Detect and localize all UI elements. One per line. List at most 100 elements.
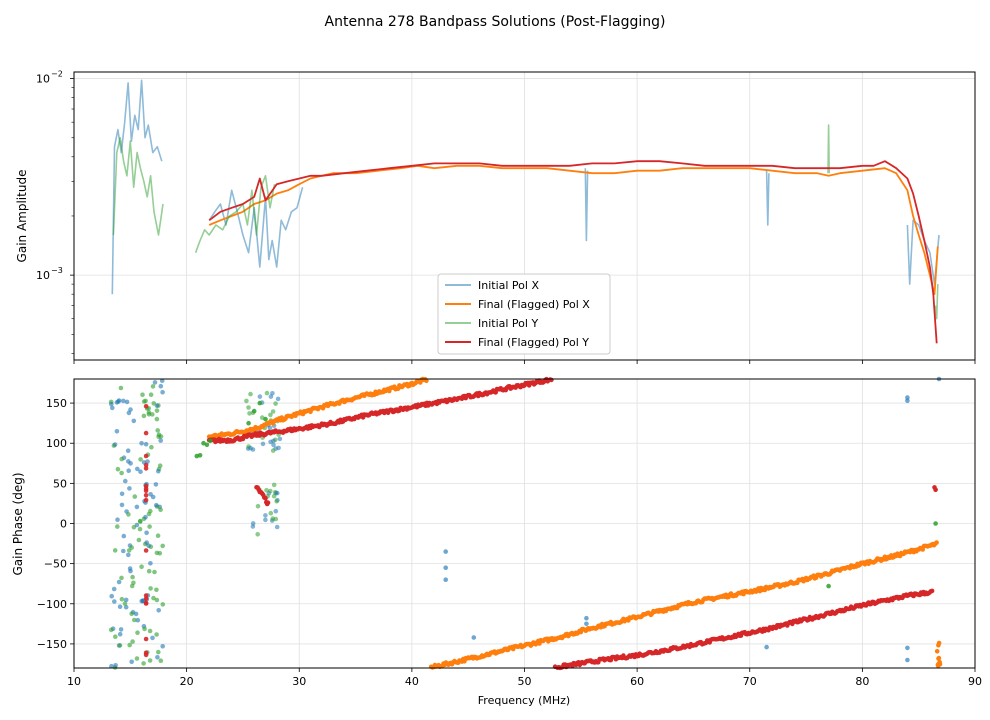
phase-initial-scatter-point	[130, 639, 135, 644]
phase-x-axis-label: Frequency (MHz)	[478, 694, 570, 707]
phase-initial-scatter-point	[123, 478, 128, 484]
phase-initial-scatter-point	[131, 524, 137, 530]
legend-label-final-pol-y: Final (Flagged) Pol Y	[478, 336, 589, 349]
phase-initial-scatter-point	[154, 502, 159, 508]
phase-initial-scatter-point	[144, 530, 149, 536]
amplitude-y-ticks: 10−310−2	[36, 70, 74, 354]
phase-final-x-point	[424, 378, 429, 384]
phase-initial-scatter-point	[117, 604, 123, 609]
phase-initial-scatter-point	[124, 399, 130, 405]
phase-initial-scatter-point	[154, 550, 160, 556]
phase-final-y-column-point	[143, 493, 149, 498]
phase-initial-scatter-point	[130, 574, 135, 580]
phase-initial-x-point	[905, 657, 910, 663]
phase-final-x-point	[935, 663, 941, 668]
phase-initial-scatter-point	[139, 598, 144, 604]
phase-initial-scatter-point	[129, 583, 135, 589]
phase-initial-scatter-point	[132, 617, 137, 623]
phase-initial-scatter-point	[246, 405, 251, 410]
phase-initial-scatter-point	[160, 644, 165, 649]
phase-initial-scatter-point	[270, 516, 276, 521]
phase-initial-scatter-point	[113, 663, 118, 668]
phase-initial-scatter-point	[123, 597, 129, 603]
phase-initial-scatter-point	[156, 468, 161, 474]
phase-initial-y-point	[208, 438, 213, 444]
phase-initial-scatter-point	[150, 384, 156, 389]
phase-initial-scatter-point	[126, 468, 131, 474]
phase-initial-scatter-point	[119, 456, 124, 462]
phase-initial-scatter-point	[111, 586, 117, 592]
phase-initial-scatter-point	[139, 564, 144, 569]
phase-initial-scatter-point	[138, 457, 143, 462]
phase-initial-scatter-point	[271, 482, 277, 488]
phase-initial-scatter-point	[263, 517, 268, 523]
phase-initial-scatter-point	[146, 410, 152, 415]
phase-initial-scatter-point	[158, 658, 164, 663]
phase-initial-scatter-point	[150, 412, 155, 417]
phase-initial-scatter-point	[155, 428, 160, 433]
phase-initial-scatter-point	[116, 579, 122, 585]
phase-x-tick-label: 60	[630, 675, 644, 688]
phase-initial-scatter-point	[109, 663, 114, 669]
phase-initial-scatter-point	[155, 533, 161, 538]
phase-x-tick-label: 90	[968, 675, 982, 688]
amplitude-series-line-1	[208, 164, 939, 296]
amplitude-series-line-2	[112, 124, 939, 320]
phase-initial-scatter-point	[124, 509, 129, 514]
phase-initial-y-point	[257, 400, 263, 406]
phase-initial-scatter-point	[118, 627, 124, 632]
phase-initial-scatter-point	[146, 568, 152, 574]
phase-final-x-point	[934, 540, 939, 545]
phase-y-tick-label: 100	[46, 437, 67, 450]
phase-initial-scatter-point	[248, 391, 253, 397]
phase-y-axis-label: Gain Phase (deg)	[11, 472, 25, 575]
phase-y-tick-label: 50	[53, 477, 67, 490]
phase-initial-scatter-point	[143, 514, 148, 520]
phase-initial-y-point	[826, 583, 831, 589]
phase-initial-x-point	[764, 644, 769, 650]
phase-initial-scatter-point	[158, 438, 163, 443]
legend-label-final-pol-x: Final (Flagged) Pol X	[478, 298, 590, 311]
phase-initial-scatter-point	[160, 389, 165, 395]
phase-final-y-point	[265, 500, 271, 506]
legend-label-initial-pol-y: Initial Pol Y	[478, 317, 538, 330]
phase-x-tick-label: 20	[180, 675, 194, 688]
phase-initial-scatter-point	[126, 552, 131, 558]
phase-initial-scatter-point	[134, 504, 140, 510]
phase-initial-scatter-point	[148, 392, 154, 398]
phase-initial-scatter-point	[263, 513, 268, 518]
phase-initial-scatter-point	[150, 494, 156, 500]
phase-initial-scatter-point	[247, 411, 252, 416]
phase-x-tick-label: 40	[405, 675, 419, 688]
phase-initial-scatter-point	[115, 524, 120, 529]
phase-final-y-column-point	[143, 548, 149, 553]
phase-initial-scatter-point	[110, 405, 115, 411]
phase-initial-scatter-point	[268, 510, 274, 516]
phase-initial-scatter-point	[244, 398, 249, 404]
amplitude-y-tick-label: 10	[36, 269, 50, 282]
phase-initial-scatter-point	[154, 403, 160, 409]
phase-initial-scatter-point	[150, 635, 155, 641]
phase-initial-scatter-point	[268, 488, 273, 494]
legend: Initial Pol X Final (Flagged) Pol X Init…	[437, 273, 611, 355]
phase-initial-x-point	[443, 577, 449, 582]
phase-y-tick-label: 150	[46, 397, 67, 410]
phase-initial-scatter-point	[156, 434, 161, 440]
phase-initial-scatter-point	[141, 413, 147, 419]
phase-initial-scatter-point	[137, 526, 143, 532]
phase-initial-scatter-point	[268, 412, 273, 418]
phase-initial-scatter-point	[121, 398, 126, 404]
phase-final-y-point	[263, 495, 268, 501]
phase-initial-scatter-point	[257, 394, 263, 399]
phase-initial-scatter-point	[140, 392, 145, 398]
amplitude-series-line-3	[208, 160, 938, 344]
phase-final-y-column-point	[143, 466, 149, 471]
phase-initial-scatter-point	[115, 466, 121, 472]
phase-initial-x-point	[443, 565, 449, 570]
phase-initial-scatter-point	[275, 490, 280, 496]
phase-initial-x-point	[905, 645, 910, 651]
phase-initial-scatter-point	[129, 659, 134, 665]
phase-initial-scatter-point	[131, 418, 137, 424]
phase-initial-scatter-point	[138, 519, 143, 524]
